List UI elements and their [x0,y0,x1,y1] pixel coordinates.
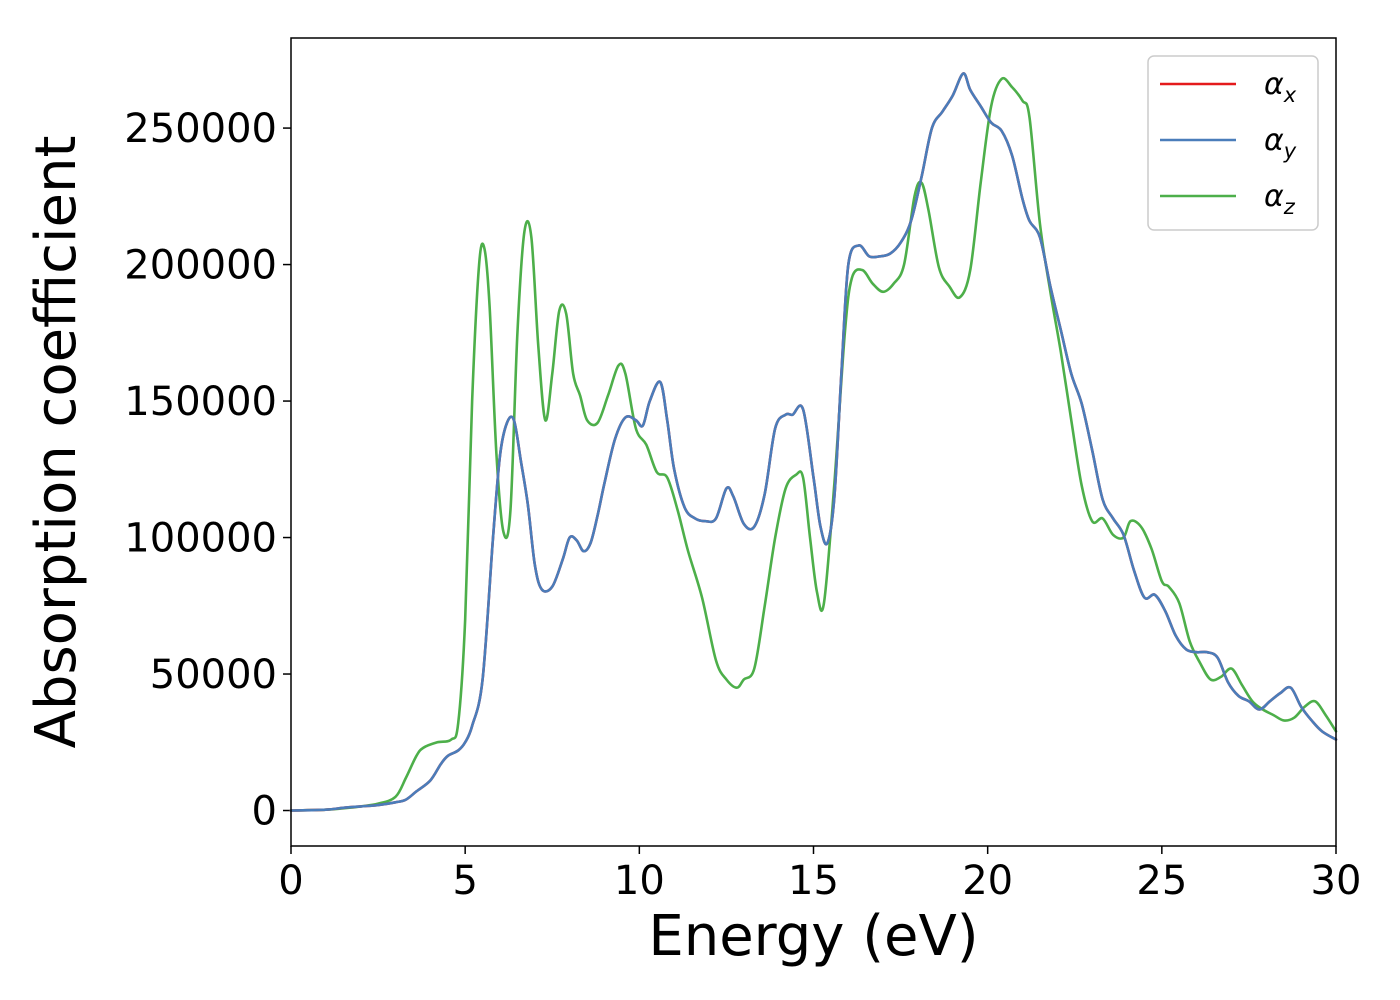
legend-box [1147,55,1319,231]
x-tick-label: 10 [614,858,665,904]
y-tick-label: 150000 [124,379,277,425]
series-line-y [289,72,1338,812]
x-tick-label: 30 [1311,858,1362,904]
y-axis-ticks: 0 50000 100000 150000 200000 250000 [124,106,291,835]
x-tick-label: 5 [452,858,477,904]
series-line-z [289,76,1338,812]
legend-label-x: αx [1264,67,1297,107]
y-tick-label: 100000 [124,516,277,562]
x-axis-label: Energy (eV) [648,904,978,969]
x-tick-label: 0 [278,858,303,904]
series-lines [289,72,1338,812]
legend-label-subscript: z [1283,195,1296,219]
x-axis-ticks: 0 5 10 15 20 25 30 [278,846,1361,904]
x-tick-label: 15 [788,858,839,904]
y-tick-label: 0 [252,789,277,835]
y-axis-label: Absorption coefficient [24,136,89,749]
y-tick-label: 200000 [124,243,277,289]
y-tick-label: 50000 [150,652,277,698]
legend-label-base: α [1264,67,1284,102]
legend-label-base: α [1264,179,1284,214]
legend-label-base: α [1264,123,1284,158]
legend-label-subscript: x [1283,83,1297,107]
x-tick-label: 20 [962,858,1013,904]
legend-label-z: αz [1264,179,1296,219]
x-tick-label: 25 [1136,858,1187,904]
y-tick-label: 250000 [124,106,277,152]
plot-frame [290,37,1337,847]
legend-label-y: αy [1264,123,1297,163]
legend-label-subscript: y [1283,139,1297,163]
